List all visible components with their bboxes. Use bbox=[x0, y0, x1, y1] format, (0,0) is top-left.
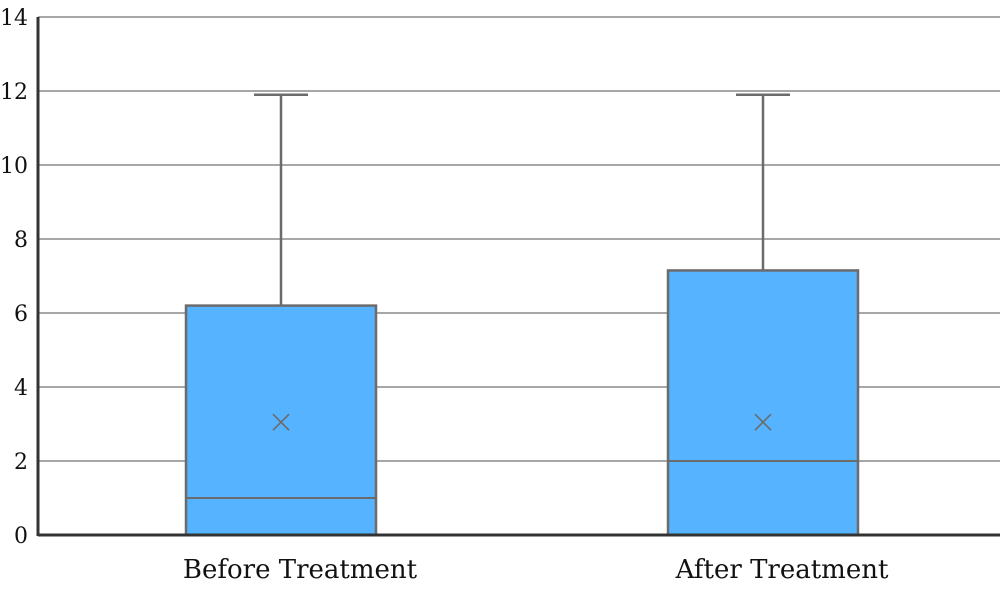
x-category-label: After Treatment bbox=[675, 555, 889, 585]
box-after-treatment bbox=[666, 93, 860, 537]
y-tick-label: 14 bbox=[0, 6, 28, 31]
interquartile-box bbox=[666, 269, 860, 537]
y-axis-tick-labels: 0 2 4 6 8 10 12 14 bbox=[0, 6, 28, 549]
axes bbox=[36, 17, 1000, 537]
mean-marker bbox=[272, 413, 290, 431]
y-tick-label: 4 bbox=[14, 376, 28, 401]
y-tick-label: 10 bbox=[0, 154, 28, 179]
box-before-treatment bbox=[184, 93, 378, 537]
boxes bbox=[184, 93, 860, 537]
y-tick-label: 12 bbox=[0, 80, 28, 105]
x-axis-category-labels: Before Treatment After Treatment bbox=[183, 555, 889, 585]
mean-marker bbox=[754, 413, 772, 431]
x-category-label: Before Treatment bbox=[183, 555, 418, 585]
y-tick-label: 0 bbox=[14, 524, 28, 549]
y-tick-label: 6 bbox=[14, 302, 28, 327]
y-tick-label: 8 bbox=[14, 228, 28, 253]
y-tick-label: 2 bbox=[14, 450, 28, 475]
interquartile-box bbox=[184, 304, 378, 537]
